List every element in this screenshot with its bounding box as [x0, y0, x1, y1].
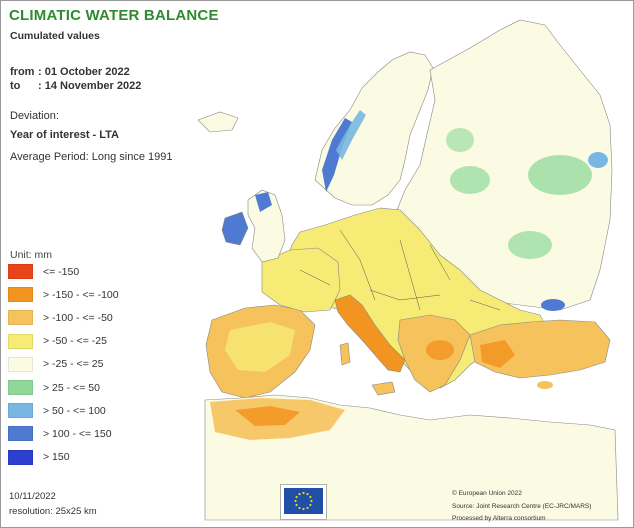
legend-swatch [8, 449, 33, 465]
legend-title: Unit: mm [10, 249, 52, 261]
credit-line-1: © European Union 2022 [452, 490, 522, 497]
land-iceland [197, 111, 239, 133]
legend-item: > 25 - <= 50 [8, 379, 100, 396]
footer-date: 10/11/2022 [9, 491, 56, 502]
eu-star-icon [298, 492, 301, 496]
legend-swatch [8, 287, 33, 303]
legend-label: > 50 - <= 100 [43, 404, 106, 417]
eu-star-icon [309, 503, 312, 507]
legend-swatch [8, 264, 33, 279]
eu-star-icon [306, 492, 309, 496]
land-britain [247, 189, 286, 263]
green-patch-finland [446, 128, 474, 152]
border-lines [299, 229, 501, 311]
land-iberia-light [225, 322, 295, 372]
legend-item: > 50 - <= 100 [8, 402, 106, 419]
land-ireland [221, 211, 249, 246]
year-of-interest: Year of interest - LTA [10, 129, 120, 141]
from-label: from [10, 66, 35, 78]
eu-star-icon [302, 507, 305, 511]
legend-item: > 150 [8, 449, 70, 466]
map-title: CLIMATIC WATER BALANCE [9, 7, 219, 24]
eu-star-icon [302, 491, 305, 495]
legend-item: <= -150 [8, 263, 79, 280]
legend-swatch [8, 426, 33, 442]
legend-item: > -100 - <= -50 [8, 309, 113, 326]
legend-label: > -50 - <= -25 [43, 335, 107, 348]
legend-label: > -25 - <= 25 [43, 358, 104, 371]
legend-label: > -100 - <= -50 [43, 311, 113, 324]
land-east [394, 19, 613, 311]
green-patch-baltic [450, 166, 490, 194]
map-subtitle: Cumulated values [10, 30, 100, 42]
land-sicily [371, 381, 396, 396]
land-sardinia [339, 342, 351, 366]
blue-patch-russia [588, 152, 608, 168]
from-value: : 01 October 2022 [38, 66, 130, 78]
eu-star-icon [310, 499, 313, 503]
legend-label: > 25 - <= 50 [43, 381, 100, 394]
eu-star-icon [306, 506, 309, 510]
legend-label: > 100 - <= 150 [43, 427, 112, 440]
credit-line-2: Source: Joint Research Centre (EC-JRC/MA… [452, 503, 592, 510]
eu-star-icon [298, 506, 301, 510]
legend-swatch [8, 403, 33, 419]
average-period: Average Period: Long since 1991 [10, 151, 173, 163]
norway-coast-light [336, 110, 366, 160]
eu-logo [280, 484, 327, 520]
eu-star-icon [295, 495, 298, 499]
land-turkey-orange [480, 340, 515, 368]
legend-item: > -50 - <= -25 [8, 333, 107, 350]
green-patch-ukraine [508, 231, 552, 259]
eu-star-icon [295, 503, 298, 507]
land-maghreb-orange [235, 406, 300, 426]
legend-swatch [8, 310, 33, 326]
legend-item: > 100 - <= 150 [8, 425, 112, 442]
land-scotland-wet [255, 192, 272, 212]
legend-swatch [8, 380, 33, 395]
legend-item: > -25 - <= 25 [8, 356, 103, 373]
land-scandinavia [314, 51, 434, 206]
legend-label: > 150 [43, 451, 70, 464]
eu-flag-icon [284, 488, 323, 514]
footer-resolution: resolution: 25x25 km [9, 506, 97, 517]
eu-star-icon [294, 499, 297, 503]
legend-swatch [8, 356, 33, 372]
credit-line-3: Processed by Alterra consortium [452, 515, 546, 522]
blue-patch-caucasus [541, 299, 565, 311]
legend-item: > -150 - <= -100 [8, 286, 119, 303]
legend-label: > -150 - <= -100 [43, 288, 119, 301]
land-italy [334, 294, 406, 373]
yellow-patch-germany [367, 247, 423, 283]
deviation-label: Deviation: [10, 110, 59, 122]
eu-star-icon [309, 495, 312, 499]
to-label: to [10, 80, 21, 92]
green-patch-russia [528, 155, 592, 195]
orange-patch-cyprus [537, 381, 553, 389]
legend-swatch [8, 333, 33, 349]
to-value: : 14 November 2022 [38, 80, 142, 92]
legend-label: <= -150 [43, 265, 80, 278]
orange-patch-balkans [426, 340, 454, 360]
